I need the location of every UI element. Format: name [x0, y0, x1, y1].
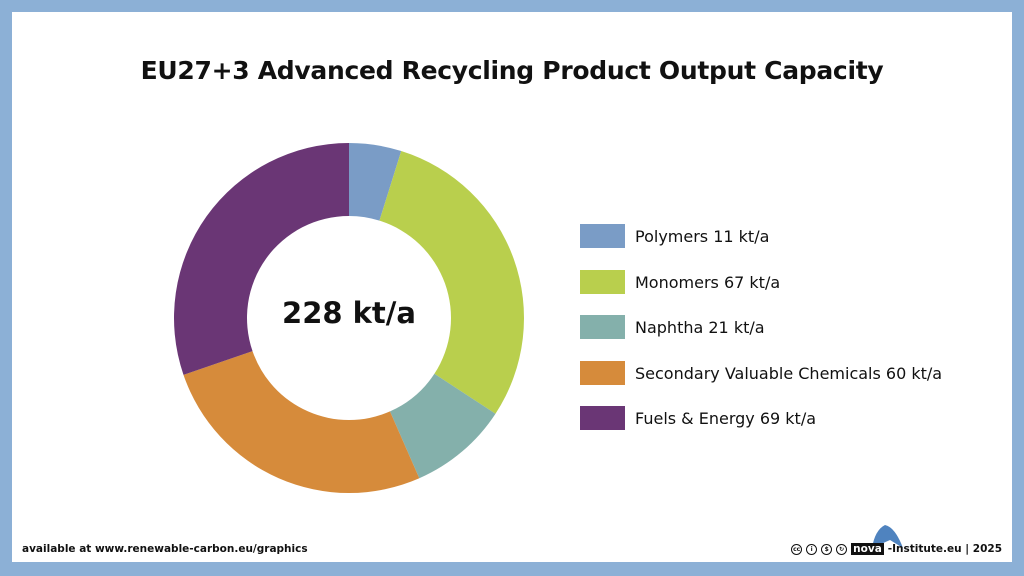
credit: cc i $ ↻ nova -Institute.eu | 2025	[791, 543, 1002, 555]
donut-slice-monomers	[379, 150, 524, 414]
legend-swatch	[580, 361, 625, 385]
legend-swatch	[580, 406, 625, 430]
legend-label: Monomers 67 kt/a	[635, 272, 781, 292]
legend-item-secondary-valuable-chemicals: Secondary Valuable Chemicals 60 kt/a	[580, 361, 942, 385]
legend-item-polymers: Polymers 11 kt/a	[580, 224, 769, 248]
donut-slice-polymers	[349, 143, 402, 221]
legend-item-monomers: Monomers 67 kt/a	[580, 270, 780, 294]
cc-nc-icon: $	[821, 543, 833, 555]
legend-item-naphtha: Naphtha 21 kt/a	[580, 315, 765, 339]
legend-label: Fuels & Energy 69 kt/a	[635, 408, 817, 428]
donut-slice-secondary-valuable-chemicals	[183, 351, 420, 493]
donut-slice-naphtha	[389, 373, 496, 479]
cc-icon: cc	[791, 543, 803, 555]
legend-label: Naphtha 21 kt/a	[635, 317, 765, 337]
legend-swatch	[580, 270, 625, 294]
source-text: available at www.renewable-carbon.eu/gra…	[22, 543, 308, 555]
nova-logo-shape	[872, 525, 903, 548]
legend-swatch	[580, 315, 625, 339]
nova-logo: nova	[851, 543, 884, 555]
legend-item-fuels-energy: Fuels & Energy 69 kt/a	[580, 406, 816, 430]
legend-label: Polymers 11 kt/a	[635, 226, 770, 246]
legend-label: Secondary Valuable Chemicals 60 kt/a	[635, 363, 943, 383]
cc-by-icon: i	[806, 543, 818, 555]
donut-slice-fuels-energy	[174, 143, 349, 375]
center-total-label: 228 kt/a	[282, 296, 416, 330]
credit-text: -Institute.eu | 2025	[887, 543, 1002, 555]
legend-swatch	[580, 224, 625, 248]
chart-title: EU27+3 Advanced Recycling Product Output…	[140, 56, 884, 85]
cc-sa-icon: ↻	[836, 543, 848, 555]
